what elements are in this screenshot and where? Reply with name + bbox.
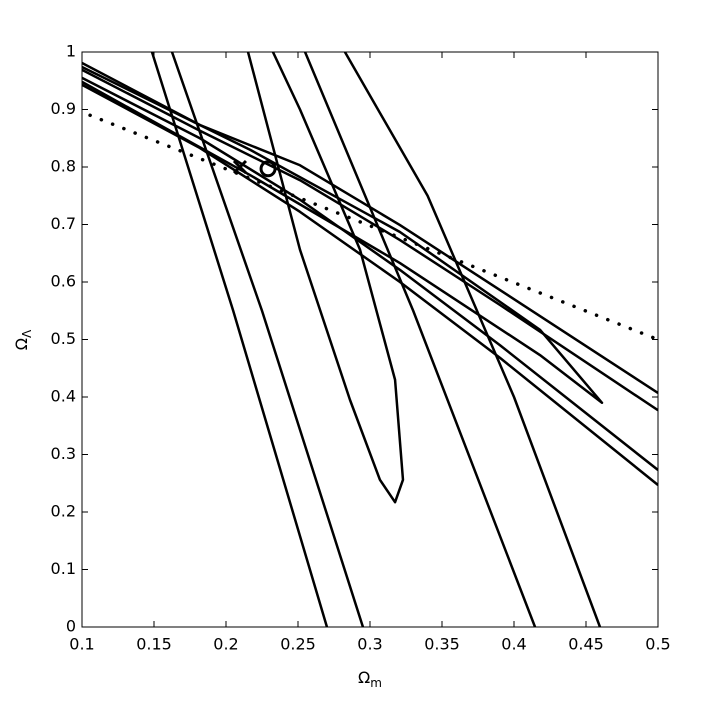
contour-line: [150, 52, 329, 627]
x-tick-label: 0.1: [69, 635, 94, 654]
x-tick-label: 0.3: [357, 635, 382, 654]
y-label-symbol: Ω: [12, 338, 31, 350]
y-tick-label: 0.2: [51, 502, 76, 521]
y-tick-label: 0: [66, 617, 76, 636]
y-tick-label: 0.7: [51, 214, 76, 233]
y-tick-label: 1: [66, 42, 76, 61]
contour-line: [82, 65, 604, 404]
contour-line: [82, 76, 658, 472]
x-label-subscript: m: [370, 676, 382, 690]
x-axis-label: Ωm: [358, 668, 382, 690]
y-tick-label: 0.4: [51, 387, 76, 406]
x-tick-label: 0.15: [136, 635, 172, 654]
x-tick-label: 0.4: [501, 635, 526, 654]
x-label-symbol: Ω: [358, 668, 370, 687]
contour-line: [82, 68, 658, 412]
contour-line: [343, 52, 602, 627]
x-tick-label: 0.45: [568, 635, 604, 654]
contour-line: [303, 52, 537, 627]
y-tick-label: 0.1: [51, 559, 76, 578]
y-tick-label: 0.9: [51, 99, 76, 118]
marker-x: [232, 159, 248, 175]
contour-line: [88, 113, 658, 342]
contour-line: [82, 61, 658, 395]
y-tick-label: 0.8: [51, 157, 76, 176]
marker-circle: [259, 160, 277, 178]
y-tick-label: 0.3: [51, 444, 76, 463]
x-tick-label: 0.35: [424, 635, 460, 654]
y-axis-label: ΩΛ: [12, 329, 34, 350]
contour-line: [170, 52, 365, 627]
y-tick-label: 0.5: [51, 329, 76, 348]
x-tick-label: 0.5: [645, 635, 670, 654]
x-tick-label: 0.2: [213, 635, 238, 654]
y-label-subscript: Λ: [20, 329, 34, 338]
plot-frame: [81, 51, 659, 628]
x-tick-label: 0.25: [280, 635, 316, 654]
contour-line: [246, 52, 405, 504]
y-tick-label: 0.6: [51, 272, 76, 291]
